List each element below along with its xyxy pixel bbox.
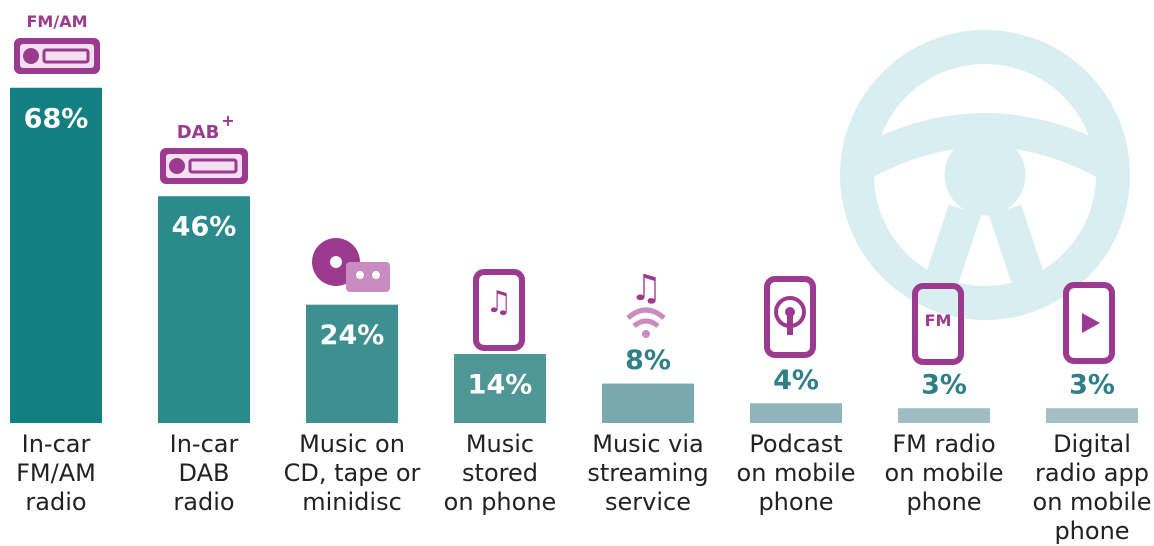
bar xyxy=(750,403,842,423)
value-label: 24% xyxy=(320,320,385,351)
category-label: Music on CD, tape or minidisc xyxy=(283,430,421,516)
category-label: Digital radio app on mobile phone xyxy=(1032,430,1152,545)
bar xyxy=(898,408,990,423)
value-label: 68% xyxy=(24,103,89,134)
bar xyxy=(1046,408,1138,423)
radio-icon: FM/AM xyxy=(14,12,100,74)
category-label: In-car DAB radio xyxy=(169,430,239,516)
svg-text:♫: ♫ xyxy=(630,268,662,309)
icon-label: FM/AM xyxy=(27,12,88,31)
bar xyxy=(10,87,102,423)
bar xyxy=(454,353,546,423)
streaming-icon: ♫ xyxy=(626,268,666,338)
value-label: 46% xyxy=(172,212,237,243)
category-label: Podcast on mobile phone xyxy=(736,430,856,516)
category-label: FM radio on mobile phone xyxy=(884,430,1004,516)
bar xyxy=(602,383,694,423)
bar xyxy=(306,304,398,423)
value-label: 3% xyxy=(921,370,967,401)
icon-label: FM xyxy=(925,311,952,330)
category-label: Music via streaming service xyxy=(587,430,709,516)
radio-icon: DAB + xyxy=(160,111,248,184)
icon-label: DAB xyxy=(177,122,220,143)
steering-wheel xyxy=(840,30,1130,320)
category-label: In-car FM/AM radio xyxy=(16,430,96,516)
cd-icon xyxy=(312,238,390,292)
value-label: 8% xyxy=(625,345,671,376)
value-label: 3% xyxy=(1069,370,1115,401)
icon-label: + xyxy=(221,111,234,130)
value-label: 4% xyxy=(773,365,819,396)
phone-content: ♫ FM xyxy=(486,285,1100,335)
svg-text:♫: ♫ xyxy=(486,285,513,320)
value-label: 14% xyxy=(468,369,533,400)
phone-icon xyxy=(473,269,1115,365)
category-label: Music stored on phone xyxy=(443,430,557,516)
bar xyxy=(158,196,250,423)
